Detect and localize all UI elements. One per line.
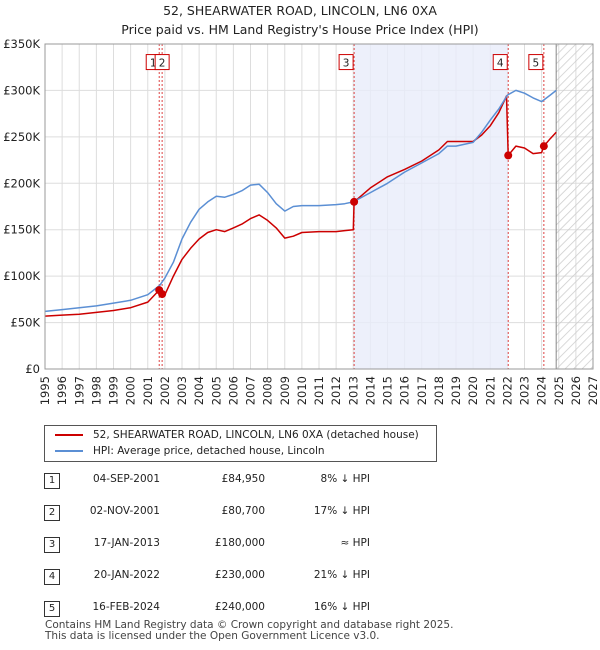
- y-tick-label: £150K: [3, 223, 40, 237]
- x-tick-label: 2023: [518, 376, 532, 405]
- sale-marker-box: [492, 54, 508, 71]
- shaded-period: [354, 44, 509, 369]
- y-tick-label: £0: [25, 362, 40, 376]
- transaction-row: 2 02-NOV-2001 £80,700 17% ↓ HPI: [0, 505, 600, 523]
- x-tick-label: 2009: [278, 376, 292, 405]
- y-tick-label: £200K: [3, 176, 40, 190]
- x-tick-label: 2026: [569, 376, 583, 405]
- y-tick-label: £100K: [3, 269, 40, 283]
- sale-marker-label: 3: [343, 58, 350, 70]
- footer-attribution: Contains HM Land Registry data © Crown c…: [45, 620, 453, 642]
- transaction-number: 2: [44, 505, 60, 521]
- chart-subtitle: Price paid vs. HM Land Registry's House …: [121, 22, 478, 37]
- x-tick-label: 2012: [329, 376, 343, 405]
- x-tick-label: 2027: [586, 376, 600, 405]
- sale-point: [350, 197, 359, 206]
- sale-point: [539, 142, 548, 151]
- sale-point: [158, 290, 167, 299]
- x-tick-label: 2024: [535, 376, 549, 405]
- transaction-hpi-diff: 16% ↓ HPI: [313, 601, 370, 613]
- sale-marker-label: 2: [159, 58, 166, 70]
- transaction-date: 02-NOV-2001: [89, 505, 160, 517]
- transaction-price: £84,950: [221, 473, 265, 485]
- legend-swatch-property: [55, 434, 83, 436]
- transaction-price: £240,000: [214, 601, 265, 613]
- legend-label-hpi: HPI: Average price, detached house, Linc…: [93, 445, 325, 457]
- y-tick-label: £50K: [11, 316, 41, 330]
- x-tick-label: 2007: [244, 376, 258, 405]
- x-tick-label: 2008: [261, 376, 275, 405]
- transaction-hpi-diff: ≈ HPI: [340, 537, 370, 549]
- x-tick-label: 2014: [363, 376, 377, 405]
- transaction-number: 5: [44, 601, 60, 617]
- sale-point: [504, 151, 513, 160]
- transaction-hpi-diff: 21% ↓ HPI: [313, 569, 370, 581]
- transaction-row: 5 16-FEB-2024 £240,000 16% ↓ HPI: [0, 601, 600, 619]
- x-tick-label: 1996: [55, 376, 69, 405]
- transaction-row: 4 20-JAN-2022 £230,000 21% ↓ HPI: [0, 569, 600, 587]
- chart-legend: 52, SHEARWATER ROAD, LINCOLN, LN6 0XA (d…: [44, 425, 437, 462]
- legend-entry-hpi: HPI: Average price, detached house, Linc…: [55, 445, 325, 457]
- x-tick-label: 1999: [107, 376, 121, 405]
- x-tick-label: 1998: [89, 376, 103, 405]
- footer-line: This data is licensed under the Open Gov…: [45, 630, 380, 642]
- transaction-hpi-diff: 17% ↓ HPI: [313, 505, 370, 517]
- hpi-line: [44, 89, 557, 313]
- x-tick-label: 2021: [483, 376, 497, 405]
- y-tick-label: £250K: [3, 130, 40, 144]
- x-tick-label: 2005: [209, 376, 223, 405]
- x-tick-label: 1997: [72, 376, 86, 405]
- chart-title: 52, SHEARWATER ROAD, LINCOLN, LN6 0XA: [163, 3, 437, 18]
- x-tick-label: 2019: [449, 376, 463, 405]
- x-tick-label: 2000: [124, 376, 138, 405]
- x-tick-label: 2002: [158, 376, 172, 405]
- x-tick-label: 2015: [381, 376, 395, 405]
- transaction-price: £180,000: [214, 537, 265, 549]
- transaction-number: 4: [44, 569, 60, 585]
- legend-entry-property: 52, SHEARWATER ROAD, LINCOLN, LN6 0XA (d…: [55, 429, 419, 441]
- transaction-row: 1 04-SEP-2001 £84,950 8% ↓ HPI: [0, 473, 600, 491]
- plot-frame: [44, 43, 594, 370]
- y-tick-label: £300K: [3, 83, 40, 97]
- transaction-number: 3: [44, 537, 60, 553]
- x-tick-label: 2006: [226, 376, 240, 405]
- transaction-date: 16-FEB-2024: [92, 601, 160, 613]
- transaction-hpi-diff: 8% ↓ HPI: [320, 473, 370, 485]
- transaction-date: 04-SEP-2001: [92, 473, 160, 485]
- x-tick-label: 2003: [175, 376, 189, 405]
- transaction-price: £230,000: [214, 569, 265, 581]
- footer-line: Contains HM Land Registry data © Crown c…: [45, 619, 454, 631]
- legend-label-property: 52, SHEARWATER ROAD, LINCOLN, LN6 0XA (d…: [93, 429, 419, 441]
- sale-marker-label: 4: [497, 58, 504, 70]
- legend-swatch-hpi: [55, 450, 83, 452]
- x-tick-label: 2018: [432, 376, 446, 405]
- transaction-date: 20-JAN-2022: [93, 569, 160, 581]
- transaction-date: 17-JAN-2013: [93, 537, 160, 549]
- sale-marker-box: [338, 54, 354, 71]
- x-tick-label: 2022: [500, 376, 514, 405]
- x-tick-label: 2010: [295, 376, 309, 405]
- x-tick-label: 1995: [38, 376, 52, 405]
- price-chart: 52, SHEARWATER ROAD, LINCOLN, LN6 0XA Pr…: [3, 3, 600, 405]
- transaction-price: £80,700: [221, 505, 265, 517]
- x-tick-label: 2020: [466, 376, 480, 405]
- sale-marker-box: [154, 54, 170, 71]
- x-tick-label: 2004: [192, 376, 206, 405]
- x-tick-label: 2013: [346, 376, 360, 405]
- x-tick-label: 2001: [141, 376, 155, 405]
- sale-marker-label: 5: [533, 58, 540, 70]
- forecast-hatch: [556, 44, 593, 369]
- sale-marker-label: 1: [150, 58, 157, 70]
- transaction-row: 3 17-JAN-2013 £180,000 ≈ HPI: [0, 537, 600, 555]
- x-tick-label: 2025: [552, 376, 566, 405]
- x-tick-label: 2017: [415, 376, 429, 405]
- sale-marker-box: [528, 54, 544, 71]
- x-tick-label: 2016: [398, 376, 412, 405]
- y-tick-label: £350K: [3, 37, 40, 51]
- transaction-number: 1: [44, 473, 60, 489]
- x-tick-label: 2011: [312, 376, 326, 405]
